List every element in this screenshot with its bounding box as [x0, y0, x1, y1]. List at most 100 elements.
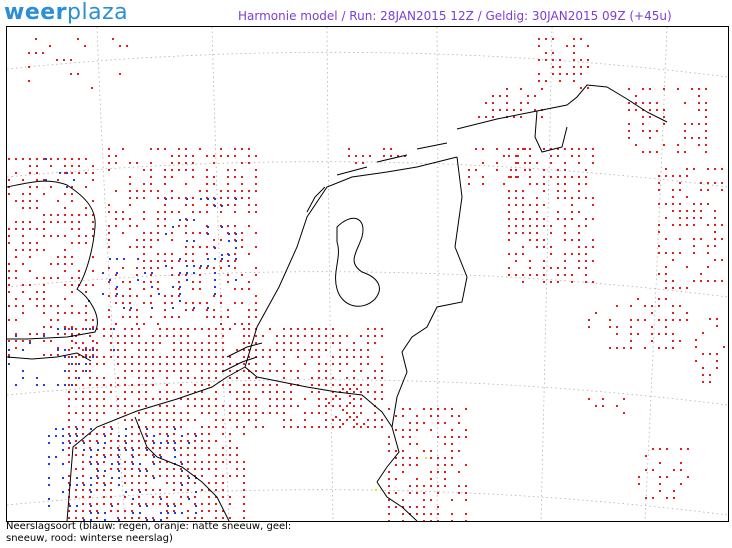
wintry-dot [82, 475, 84, 477]
wintry-dot [43, 284, 45, 286]
wintry-dot [208, 468, 210, 470]
wintry-dot [578, 260, 580, 262]
wintry-dot [227, 225, 229, 227]
weerplaza-logo[interactable]: weerplaza [4, 2, 128, 24]
wintry-dot [89, 447, 91, 449]
wintry-dot [206, 211, 208, 213]
rain-dot [22, 370, 24, 372]
wintry-dot [374, 398, 376, 400]
wintry-dot [15, 340, 17, 342]
wintry-dot [355, 162, 357, 164]
wintry-dot [220, 295, 222, 297]
wintry-dot [220, 302, 222, 304]
wintry-dot [409, 506, 411, 508]
wintry-dot [388, 506, 390, 508]
wintry-dot [208, 426, 210, 428]
wintry-dot [159, 496, 161, 498]
wintry-dot [592, 246, 594, 248]
wintry-dot [465, 520, 467, 521]
wintry-dot [578, 232, 580, 234]
wintry-dot [85, 207, 87, 209]
wintry-dot [325, 426, 327, 428]
wintry-dot [700, 280, 702, 282]
wintry-dot [185, 155, 187, 157]
wintry-dot [566, 45, 568, 47]
wintry-dot [57, 312, 59, 314]
wintry-dot [290, 398, 292, 400]
wintry-dot [437, 422, 439, 424]
wintry-dot [276, 335, 278, 337]
wintry-dot [82, 433, 84, 435]
wintry-dot [50, 354, 52, 356]
wintry-dot [108, 246, 110, 248]
wintry-dot [659, 476, 661, 478]
wintry-dot [157, 218, 159, 220]
wintry-dot [508, 204, 510, 206]
wintry-dot [138, 475, 140, 477]
wintry-dot [82, 370, 84, 372]
wintry-dot [82, 405, 84, 407]
wintry-dot [50, 186, 52, 188]
wintry-dot [458, 436, 460, 438]
wintry-dot [180, 503, 182, 505]
rain-dot [186, 198, 188, 200]
wintry-dot [536, 204, 538, 206]
wintry-dot [269, 370, 271, 372]
wintry-dot [665, 347, 667, 349]
wintry-dot [325, 405, 327, 407]
wintry-dot [536, 232, 538, 234]
wintry-dot [702, 381, 704, 383]
wintry-dot [64, 270, 66, 272]
wintry-dot [117, 398, 119, 400]
wintry-dot [705, 123, 707, 125]
wintry-dot [236, 426, 238, 428]
wintry-dot [89, 489, 91, 491]
wintry-dot [131, 482, 133, 484]
wintry-dot [110, 342, 112, 344]
wintry-dot [199, 190, 201, 192]
wintry-dot [164, 148, 166, 150]
wintry-dot [559, 73, 561, 75]
wintry-dot [290, 349, 292, 351]
wintry-dot [57, 200, 59, 202]
wintry-dot [166, 440, 168, 442]
wintry-dot [82, 328, 84, 330]
wintry-dot [672, 196, 674, 198]
rain-dot [139, 512, 141, 514]
wintry-dot [71, 312, 73, 314]
wintry-dot [677, 88, 679, 90]
wintry-dot [187, 454, 189, 456]
wintry-dot [243, 342, 245, 344]
wintry-dot [199, 246, 201, 248]
wintry-dot [194, 419, 196, 421]
wintry-dot [658, 175, 660, 177]
wintry-dot [255, 419, 257, 421]
wintry-dot [623, 398, 625, 400]
wintry-dot [145, 349, 147, 351]
wintry-dot [592, 162, 594, 164]
wintry-dot [229, 370, 231, 372]
wintry-dot [89, 440, 91, 442]
wintry-dot [159, 461, 161, 463]
wintry-dot [290, 342, 292, 344]
wintry-dot [318, 391, 320, 393]
wintry-dot [124, 370, 126, 372]
wintry-dot [68, 356, 70, 358]
wintry-dot [677, 144, 679, 146]
wintry-dot [276, 370, 278, 372]
wintry-dot [236, 461, 238, 463]
wintry-dot [164, 169, 166, 171]
wintry-dot [136, 190, 138, 192]
wintry-dot [68, 412, 70, 414]
wintry-dot [166, 461, 168, 463]
wintry-dot [180, 398, 182, 400]
wintry-dot [229, 447, 231, 449]
wintry-dot [36, 200, 38, 202]
wintry-dot [529, 267, 531, 269]
wintry-dot [573, 52, 575, 54]
wintry-dot [187, 356, 189, 358]
wintry-dot [658, 231, 660, 233]
wintry-dot [638, 483, 640, 485]
wintry-dot [508, 232, 510, 234]
wintry-dot [131, 419, 133, 421]
